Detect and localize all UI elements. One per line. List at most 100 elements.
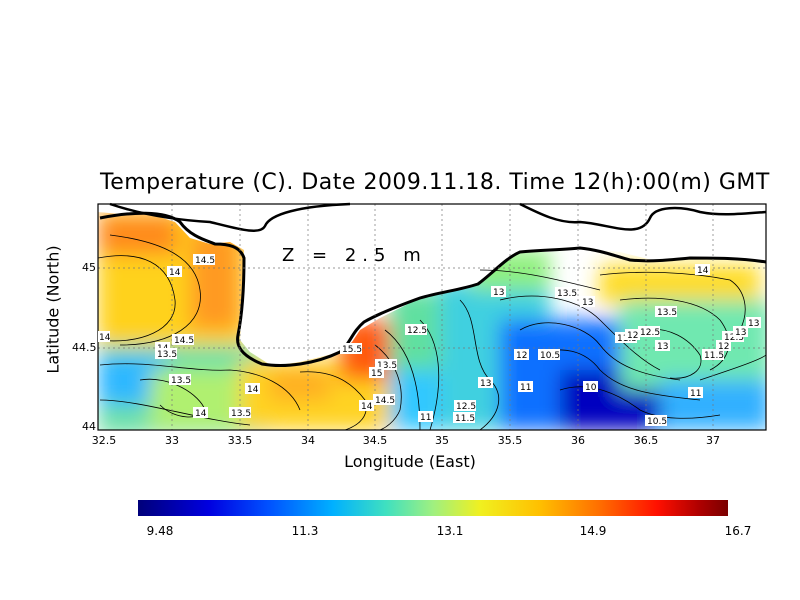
contour-label: 13.5	[169, 374, 191, 386]
colorbar-tick-label: 9.48	[146, 524, 174, 538]
svg-text:13.5: 13.5	[557, 289, 577, 299]
svg-text:14: 14	[99, 333, 111, 343]
contour-label: 13	[733, 326, 748, 338]
svg-text:13: 13	[493, 288, 504, 298]
contour-label: 13.5	[229, 407, 251, 419]
contour-label: 13	[655, 340, 670, 352]
svg-text:14: 14	[361, 402, 373, 412]
contour-label: 14	[98, 331, 111, 343]
y-tick-label: 44	[82, 420, 96, 433]
contour-label: 11.5	[453, 412, 475, 424]
colorbar-tick-label: 11.3	[291, 524, 319, 538]
depth-label: Z = 2.5 m	[282, 245, 427, 266]
colorbar	[138, 500, 728, 516]
svg-text:12.5: 12.5	[407, 326, 427, 336]
contour-label: 11	[518, 381, 533, 393]
contour-label: 14	[245, 383, 260, 395]
contour-label: 12	[716, 340, 731, 352]
contour-label: 11	[688, 387, 703, 399]
svg-text:11: 11	[690, 389, 701, 399]
svg-text:13.5: 13.5	[657, 308, 677, 318]
x-tick-label: 36	[571, 434, 585, 447]
plot-frame	[97, 203, 767, 431]
contour-label: 14	[359, 400, 374, 412]
contour-label: 10.5	[645, 415, 667, 427]
svg-text:13.5: 13.5	[157, 350, 177, 360]
x-tick-label: 33	[165, 434, 179, 447]
svg-text:13.5: 13.5	[231, 409, 251, 419]
svg-text:13.5: 13.5	[377, 361, 397, 371]
svg-text:11.5: 11.5	[704, 351, 724, 361]
svg-text:10.5: 10.5	[647, 417, 667, 427]
x-tick-label: 33.5	[227, 434, 253, 447]
contour-label: 12.5	[405, 324, 427, 336]
svg-text:13.5: 13.5	[171, 376, 191, 386]
colorbar-tick-label: 16.7	[724, 524, 752, 538]
svg-text:13: 13	[657, 342, 668, 352]
contour-label: 10.5	[538, 349, 560, 361]
svg-text:12: 12	[516, 351, 527, 361]
svg-text:11: 11	[520, 383, 531, 393]
svg-text:15: 15	[371, 369, 382, 379]
land-mask	[98, 204, 766, 366]
grid-lines	[98, 204, 766, 430]
svg-text:12: 12	[627, 331, 638, 341]
coastline-north	[109, 202, 767, 232]
contour-label: 11	[418, 411, 433, 423]
contour-label: 13	[491, 286, 506, 298]
contour-label: 13	[478, 377, 493, 389]
x-axis-label: Longitude (East)	[344, 452, 476, 471]
svg-text:14: 14	[697, 266, 709, 276]
svg-text:11.5: 11.5	[455, 414, 475, 424]
contour-label: 14.5	[172, 334, 194, 346]
x-tick-label: 34	[301, 434, 315, 447]
svg-text:11: 11	[420, 413, 431, 423]
svg-text:14.5: 14.5	[174, 336, 194, 346]
y-tick-label: 45	[82, 261, 96, 274]
x-tick-label: 35.5	[497, 434, 523, 447]
coastline	[99, 211, 767, 367]
contour-label: 10	[583, 381, 598, 393]
contour-label: 12	[625, 329, 640, 341]
colorbar-tick-label: 14.9	[579, 524, 607, 538]
contour-label: 14.5	[193, 254, 215, 266]
svg-text:14: 14	[247, 385, 259, 395]
svg-text:14: 14	[195, 409, 207, 419]
y-axis-label: Latitude (North)	[43, 245, 63, 374]
x-tick-label: 36.5	[633, 434, 659, 447]
contour-label: 12.5	[454, 400, 476, 412]
x-tick-label: 32.5	[91, 434, 117, 447]
svg-text:13: 13	[480, 379, 491, 389]
svg-text:12.5: 12.5	[456, 402, 476, 412]
contour-label: 13.5	[555, 287, 577, 299]
contour-label: 15.5	[340, 343, 362, 355]
contour-labels: 14.5 14 14.5 14 13.5 14 13.5 14 13.5 14 …	[98, 254, 761, 427]
contour-label: 14.5	[373, 394, 395, 406]
y-tick-label: 44.5	[72, 341, 97, 354]
contour-label: 14	[193, 407, 208, 419]
colorbar-tick-label: 13.1	[436, 524, 464, 538]
x-tick-label: 34.5	[362, 434, 388, 447]
contour-label: 13	[580, 296, 595, 308]
svg-text:14.5: 14.5	[375, 396, 395, 406]
contour-label: 11.5	[702, 349, 724, 361]
svg-text:10.5: 10.5	[540, 351, 560, 361]
contour-label: 13.5	[375, 359, 397, 371]
map-title: Temperature (C). Date 2009.11.18. Time 1…	[100, 170, 770, 195]
svg-text:13: 13	[748, 319, 759, 329]
svg-text:10: 10	[585, 383, 597, 393]
contour-label: 15	[369, 367, 384, 379]
contour-label: 13.5	[155, 348, 177, 360]
contour-label: 13	[746, 317, 761, 329]
contour-label: 14	[695, 264, 710, 276]
svg-text:13: 13	[582, 298, 593, 308]
svg-text:12.5: 12.5	[724, 333, 744, 343]
svg-text:13: 13	[735, 328, 746, 338]
svg-text:14.5: 14.5	[195, 256, 215, 266]
svg-text:15.5: 15.5	[342, 345, 362, 355]
svg-text:14: 14	[169, 268, 181, 278]
contour-label: 13.5	[655, 306, 677, 318]
contour-label: 12.5	[638, 326, 660, 338]
svg-text:12: 12	[718, 342, 729, 352]
